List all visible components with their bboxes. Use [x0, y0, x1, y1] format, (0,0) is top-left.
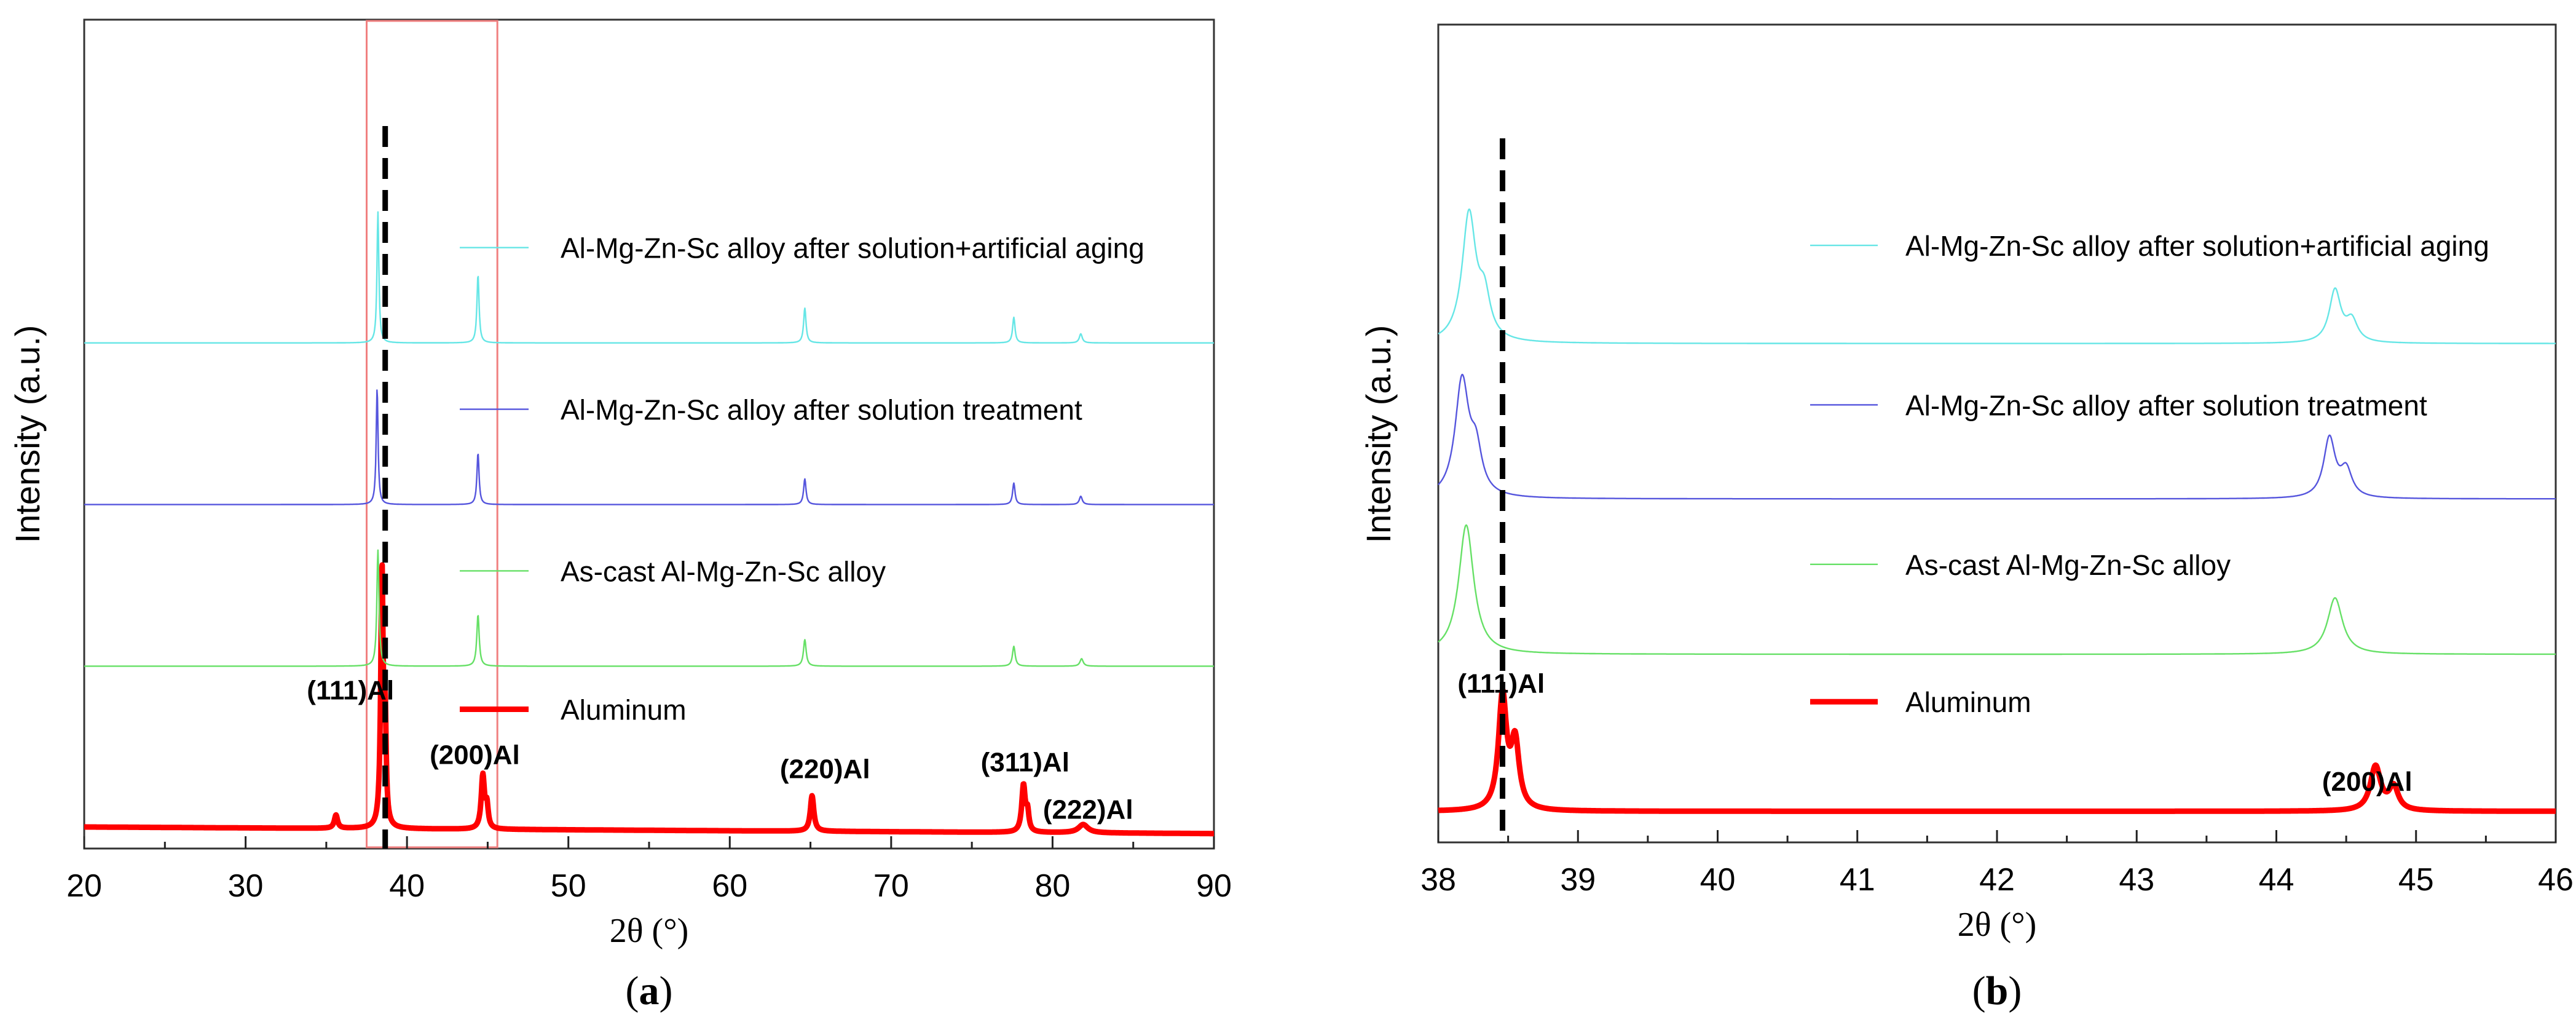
panel-b-peak-annotations: (111)Al (200)Al [1457, 669, 2412, 797]
panel-b-legend-label: Al-Mg-Zn-Sc alloy after solution+artific… [1905, 230, 2489, 262]
panel-a-series-line [84, 549, 1215, 667]
panel-a: 20 30 40 50 60 70 80 90 Al-Mg-Zn-Sc alloy after… [8, 18, 1232, 1013]
panel-a-x-tick-label: 60 [712, 868, 747, 904]
panel-a-series-line [84, 389, 1215, 505]
panel-a-legend-label: Al-Mg-Zn-Sc alloy after solution+artific… [561, 232, 1144, 264]
panel-a-legend: Al-Mg-Zn-Sc alloy after solution+artific… [460, 232, 1144, 726]
panel-b-x-axis-label: 2θ (°) [1958, 906, 2037, 944]
panel-a-x-tick-label: 80 [1035, 868, 1071, 904]
panel-b-x-tick-label: 42 [1979, 862, 2015, 898]
panel-a-peak-label: (200)Al [430, 740, 520, 770]
panel-a-y-axis-label: Intensity (a.u.) [8, 325, 47, 544]
panel-a-series-line [84, 211, 1215, 344]
panel-a-legend-label: Al-Mg-Zn-Sc alloy after solution treatme… [561, 394, 1082, 426]
panel-b-series-line [1438, 373, 2556, 500]
panel-b-legend: Al-Mg-Zn-Sc alloy after solution+artific… [1810, 230, 2489, 718]
panel-b-x-tick-label: 41 [1840, 862, 1875, 898]
panel-a-peak-label: (220)Al [780, 754, 870, 784]
panel-a-peak-label: (311)Al [981, 748, 1069, 778]
panel-b-series-line [1438, 524, 2556, 655]
panel-b-x-tick-label: 39 [1560, 862, 1596, 898]
panel-b-x-tick-label: 45 [2398, 862, 2434, 898]
panel-a-peak-label: (111)Al [307, 675, 394, 705]
panel-a-peak-annotations: (111)Al (200)Al (220)Al (311)Al (222)Al [307, 675, 1133, 825]
panel-a-x-tick-label: 40 [389, 868, 425, 904]
panel-a-legend-label: As-cast Al-Mg-Zn-Sc alloy [561, 555, 886, 587]
panel-b-legend-label: Aluminum [1905, 686, 2031, 718]
panel-b-x-ticks: 38 39 40 41 42 43 44 45 46 [1420, 830, 2574, 898]
panel-a-caption: (a) [626, 968, 673, 1013]
panel-b-series [1436, 208, 2558, 814]
panel-a-series-line [82, 562, 1216, 837]
panel-a-x-tick-label: 70 [873, 868, 909, 904]
panel-b-peak-label: (111)Al [1457, 669, 1545, 699]
panel-b: 38 39 40 41 42 43 44 45 46 Al-Mg-Zn-Sc alloy aft… [1359, 23, 2574, 1013]
panel-a-legend-label: Aluminum [561, 694, 687, 726]
panel-a-x-ticks: 20 30 40 50 60 70 80 90 [66, 836, 1232, 904]
panel-b-series-line [1436, 687, 2558, 814]
panel-a-x-tick-label: 30 [228, 868, 264, 904]
panel-a-x-axis-label: 2θ (°) [610, 912, 689, 950]
panel-a-x-tick-label: 50 [551, 868, 586, 904]
panel-b-plot-frame [1437, 23, 2557, 844]
panel-b-legend-label: As-cast Al-Mg-Zn-Sc alloy [1905, 549, 2231, 581]
panel-a-peak-label: (222)Al [1043, 794, 1133, 825]
panel-b-series-line [1438, 208, 2556, 344]
panel-a-x-tick-label: 20 [66, 868, 102, 904]
panel-b-x-tick-label: 38 [1420, 862, 1456, 898]
panel-b-legend-label: Al-Mg-Zn-Sc alloy after solution treatme… [1905, 389, 2427, 421]
panel-b-x-tick-label: 44 [2259, 862, 2294, 898]
panel-a-x-tick-label: 90 [1196, 868, 1232, 904]
panel-b-x-tick-label: 43 [2119, 862, 2154, 898]
panel-b-x-tick-label: 46 [2538, 862, 2574, 898]
panel-a-series [82, 211, 1216, 837]
panel-b-peak-label: (200)Al [2322, 767, 2413, 797]
panel-a-zoom-box [366, 20, 498, 849]
panel-b-y-axis-label: Intensity (a.u.) [1359, 325, 1398, 544]
panel-b-x-tick-label: 40 [1700, 862, 1736, 898]
panel-b-caption: (b) [1972, 968, 2022, 1013]
